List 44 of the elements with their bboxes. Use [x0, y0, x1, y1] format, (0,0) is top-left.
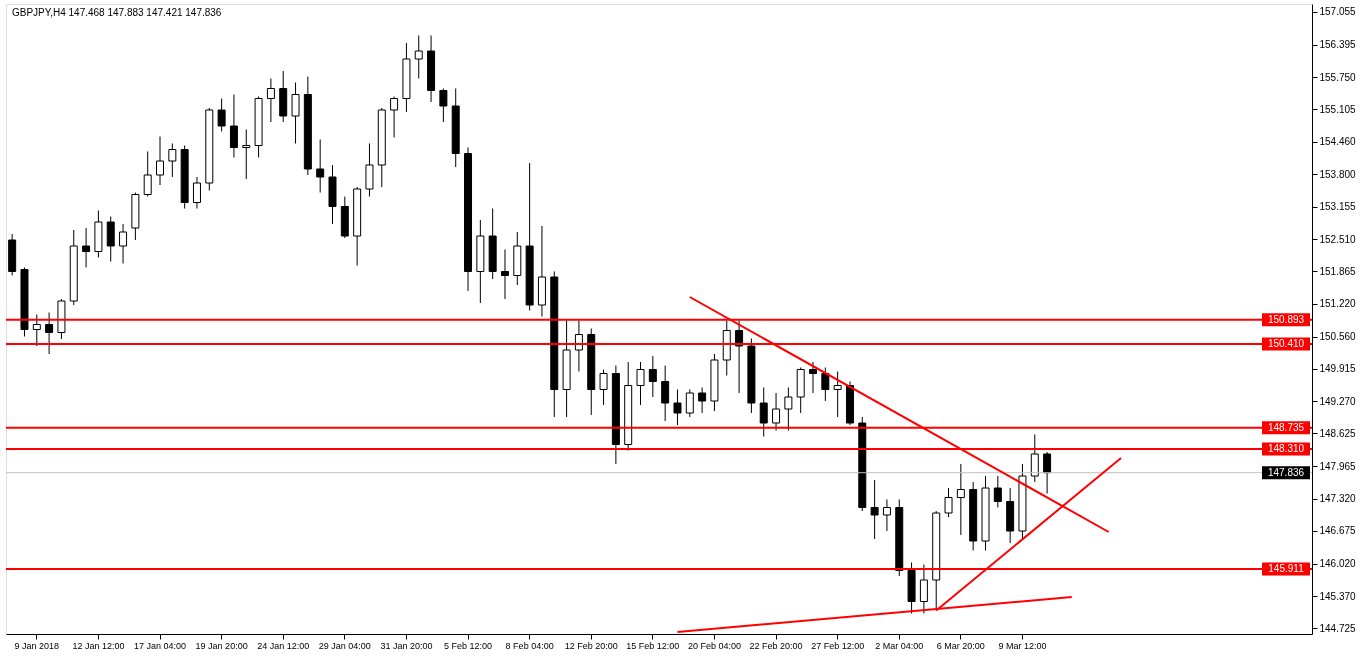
x-tick-label: 19 Jan 20:00 — [195, 640, 248, 651]
x-tick-label: 20 Feb 04:00 — [687, 640, 741, 651]
y-tick-label: 147.320 — [1319, 493, 1357, 504]
x-tick-label: 9 Jan 2018 — [14, 640, 60, 651]
x-tick-label: 8 Feb 04:00 — [505, 640, 554, 651]
x-tick-label: 31 Jan 20:00 — [380, 640, 433, 651]
x-tick-label: 27 Feb 12:00 — [811, 640, 865, 651]
y-tick-label: 146.675 — [1319, 525, 1357, 537]
x-tick-label: 6 Mar 20:00 — [936, 640, 985, 651]
x-tick-label: 29 Jan 04:00 — [318, 640, 371, 651]
x-tick-label: 22 Feb 20:00 — [749, 640, 803, 651]
x-tick-label: 12 Feb 20:00 — [564, 640, 618, 651]
y-tick-label: 157.055 — [1319, 6, 1357, 18]
x-tick-label: 12 Jan 12:00 — [72, 640, 125, 651]
x-tick-label: 2 Mar 04:00 — [875, 640, 924, 651]
ref-line-label: 150.410 — [1267, 338, 1305, 349]
ref-line-label: 150.893 — [1267, 313, 1305, 325]
x-tick-label: 5 Feb 12:00 — [444, 640, 493, 651]
x-tick-label: 9 Mar 12:00 — [998, 640, 1047, 651]
x-tick-label: 24 Jan 12:00 — [257, 640, 310, 651]
y-tick-label: 151.220 — [1319, 298, 1357, 309]
y-tick-label: 153.800 — [1319, 169, 1357, 180]
y-tick-label: 155.105 — [1319, 103, 1357, 115]
ref-line-label: 148.310 — [1267, 443, 1305, 454]
x-tick-label: 17 Jan 04:00 — [133, 640, 187, 651]
y-tick-label: 150.560 — [1319, 331, 1357, 342]
y-tick-label: 146.020 — [1319, 558, 1357, 569]
ref-line-label: 145.911 — [1268, 562, 1305, 574]
chart-title: GBPJPY,H4 147.468 147.883 147.421 147.836 — [12, 7, 222, 18]
y-tick-label: 148.625 — [1319, 427, 1357, 439]
y-tick-label: 147.965 — [1319, 460, 1357, 472]
y-tick-label: 151.865 — [1319, 265, 1357, 277]
y-tick-label: 153.155 — [1319, 201, 1357, 213]
y-tick-label: 152.510 — [1319, 233, 1357, 245]
y-tick-label: 149.915 — [1319, 363, 1357, 375]
y-tick-label: 145.370 — [1319, 590, 1357, 602]
y-tick-label: 144.725 — [1319, 622, 1357, 634]
y-tick-label: 154.460 — [1319, 136, 1357, 147]
y-tick-label: 156.395 — [1319, 39, 1357, 51]
y-tick-label: 155.750 — [1319, 71, 1357, 83]
x-tick-label: 15 Feb 12:00 — [626, 640, 680, 651]
ref-line-label: 147.836 — [1267, 466, 1305, 478]
ref-line-label: 148.735 — [1267, 421, 1305, 433]
y-tick-label: 149.270 — [1319, 395, 1357, 407]
